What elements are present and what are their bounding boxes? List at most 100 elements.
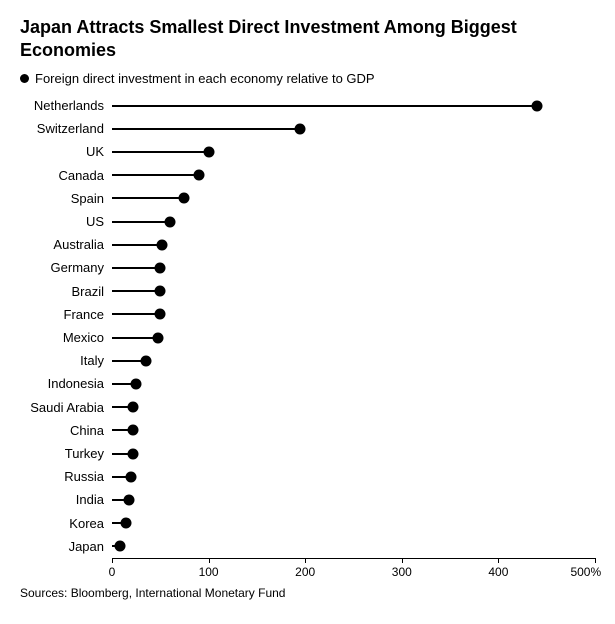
stem [112,197,184,199]
bar-area [112,349,595,372]
dot-icon [155,262,166,273]
stem [112,174,199,176]
x-tick-label: 400 [488,565,508,579]
data-row: France [20,303,595,326]
bar-area [112,187,595,210]
legend-label: Foreign direct investment in each econom… [35,71,375,86]
dot-icon [140,355,151,366]
y-label: Italy [20,353,112,368]
data-row: Canada [20,164,595,187]
dot-icon [121,518,132,529]
legend-dot-icon [20,74,29,83]
data-row: Australia [20,233,595,256]
x-tick-label: 100 [199,565,219,579]
dot-icon [153,332,164,343]
bar-area [112,326,595,349]
dot-icon [155,286,166,297]
dot-icon [131,378,142,389]
x-tick [595,558,596,563]
dot-icon [295,123,306,134]
bar-area [112,233,595,256]
data-row: UK [20,140,595,163]
x-tick-label: 300 [392,565,412,579]
y-label: France [20,307,112,322]
y-label: India [20,492,112,507]
stem [112,267,160,269]
y-label: Germany [20,260,112,275]
bar-area [112,256,595,279]
data-row: Turkey [20,442,595,465]
y-label: Brazil [20,284,112,299]
data-row: Germany [20,256,595,279]
y-label: Spain [20,191,112,206]
data-row: Russia [20,465,595,488]
dot-icon [532,100,543,111]
bar-area [112,210,595,233]
dot-icon [155,309,166,320]
y-label: Japan [20,539,112,554]
bar-area [112,419,595,442]
stem [112,105,537,107]
data-row: Italy [20,349,595,372]
chart-container: Japan Attracts Smallest Direct Investmen… [0,0,615,624]
chart-title: Japan Attracts Smallest Direct Investmen… [20,16,595,61]
data-row: Korea [20,512,595,535]
dot-icon [203,146,214,157]
bar-area [112,140,595,163]
dot-icon [179,193,190,204]
bar-area [112,512,595,535]
x-tick [305,558,306,563]
data-row: Spain [20,187,595,210]
x-tick [402,558,403,563]
data-row: India [20,488,595,511]
x-tick [209,558,210,563]
y-label: Turkey [20,446,112,461]
bar-area [112,164,595,187]
bar-area [112,465,595,488]
y-label: Korea [20,516,112,531]
y-label: US [20,214,112,229]
plot-area: Netherlands Switzerland UK Canada Spain US Aus… [20,94,595,582]
data-row: Netherlands [20,94,595,117]
stem [112,221,170,223]
bar-area [112,303,595,326]
bar-area [112,442,595,465]
y-label: Switzerland [20,121,112,136]
x-axis: 0100200300400500% [112,558,595,578]
y-label: Indonesia [20,376,112,391]
stem [112,337,158,339]
x-tick-label: 0 [109,565,116,579]
bar-area [112,94,595,117]
dot-icon [128,425,139,436]
dot-icon [126,471,137,482]
y-label: UK [20,144,112,159]
y-label: Saudi Arabia [20,400,112,415]
stem [112,128,300,130]
dot-icon [128,448,139,459]
dot-icon [114,541,125,552]
dot-icon [124,494,135,505]
x-tick-label: 500% [570,565,601,579]
bar-area [112,535,595,558]
data-row: Saudi Arabia [20,396,595,419]
bar-area [112,396,595,419]
data-row: Switzerland [20,117,595,140]
y-label: Netherlands [20,98,112,113]
y-label: Mexico [20,330,112,345]
dot-icon [157,239,168,250]
legend: Foreign direct investment in each econom… [20,71,595,86]
bar-area [112,117,595,140]
bar-area [112,372,595,395]
dot-icon [193,170,204,181]
bar-area [112,280,595,303]
y-label: Canada [20,168,112,183]
stem [112,313,160,315]
x-tick-label: 200 [295,565,315,579]
stem [112,244,162,246]
stem [112,151,209,153]
y-label: Russia [20,469,112,484]
x-tick [498,558,499,563]
x-axis-line [112,558,595,559]
data-row: Indonesia [20,372,595,395]
y-label: China [20,423,112,438]
